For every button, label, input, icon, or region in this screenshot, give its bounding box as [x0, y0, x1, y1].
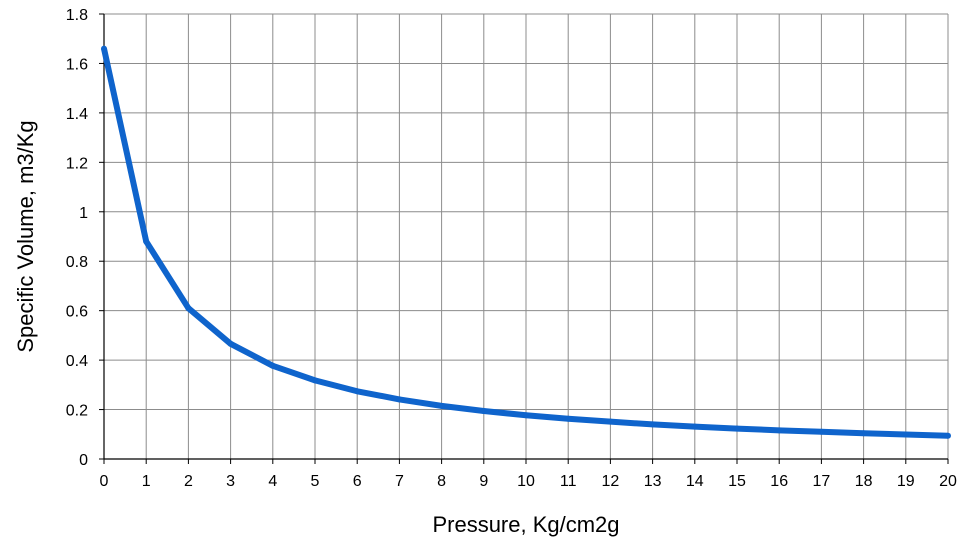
- y-tick-label: 1.8: [66, 7, 88, 24]
- x-tick-labels: 0 1 2 3 4 5 6 7 8 9 10 11 12 13 14 15 16 17 18 19 20: [100, 473, 957, 490]
- data-point: [945, 432, 951, 439]
- data-points: [101, 45, 951, 439]
- data-point: [818, 428, 825, 435]
- data-point: [776, 427, 783, 434]
- x-tick-label: 18: [855, 473, 873, 490]
- x-axis-title: Pressure, Kg/cm2g: [432, 512, 619, 537]
- x-tick-label: 2: [184, 473, 193, 490]
- data-point: [523, 412, 529, 419]
- y-tick-label: 1.6: [66, 56, 88, 73]
- data-point: [185, 305, 192, 312]
- x-tick-label: 14: [686, 473, 704, 490]
- y-tick-label: 0: [79, 452, 88, 469]
- y-tick-label: 1: [79, 205, 88, 222]
- data-point: [101, 45, 107, 52]
- x-tick-label: 4: [268, 473, 277, 490]
- x-tick-label: 9: [479, 473, 488, 490]
- y-tick-label: 0.2: [66, 403, 88, 420]
- grid: [104, 13, 949, 459]
- x-tick-label: 6: [353, 473, 362, 490]
- x-tick-label: 20: [939, 473, 957, 490]
- data-point: [396, 396, 403, 403]
- data-point: [607, 418, 614, 425]
- data-point: [312, 377, 318, 384]
- axes: [99, 13, 949, 464]
- y-tick-label: 1.4: [66, 106, 88, 123]
- y-tick-label: 0.4: [66, 353, 88, 370]
- x-tick-label: 8: [437, 473, 446, 490]
- y-tick-label: 0.8: [66, 254, 88, 271]
- data-point: [691, 423, 698, 430]
- y-axis-title: Specific Volume, m3/Kg: [13, 120, 38, 352]
- data-point: [734, 425, 740, 432]
- x-tick-label: 15: [728, 473, 746, 490]
- y-tick-label: 1.2: [66, 155, 88, 172]
- data-point: [902, 431, 909, 438]
- y-tick-label: 0.6: [66, 304, 88, 321]
- x-tick-label: 3: [226, 473, 235, 490]
- x-tick-label: 16: [770, 473, 788, 490]
- x-tick-label: 5: [311, 473, 320, 490]
- data-point: [565, 415, 572, 422]
- data-point: [860, 430, 867, 437]
- x-tick-label: 19: [897, 473, 915, 490]
- data-point: [354, 388, 361, 395]
- x-tick-label: 12: [602, 473, 620, 490]
- data-point: [227, 340, 234, 347]
- data-point: [649, 421, 656, 428]
- data-point: [269, 362, 276, 369]
- x-tick-label: 11: [560, 473, 577, 490]
- y-tick-labels: 0 0.2 0.4 0.6 0.8 1 1.2 1.4 1.6 1.8: [66, 7, 88, 469]
- x-tick-label: 17: [813, 473, 831, 490]
- data-point: [480, 408, 487, 415]
- x-tick-label: 1: [142, 473, 151, 490]
- x-tick-label: 7: [395, 473, 404, 490]
- data-point: [143, 238, 150, 245]
- x-tick-label: 0: [100, 473, 109, 490]
- x-tick-label: 10: [517, 473, 535, 490]
- data-point: [438, 402, 445, 409]
- x-tick-label: 13: [644, 473, 662, 490]
